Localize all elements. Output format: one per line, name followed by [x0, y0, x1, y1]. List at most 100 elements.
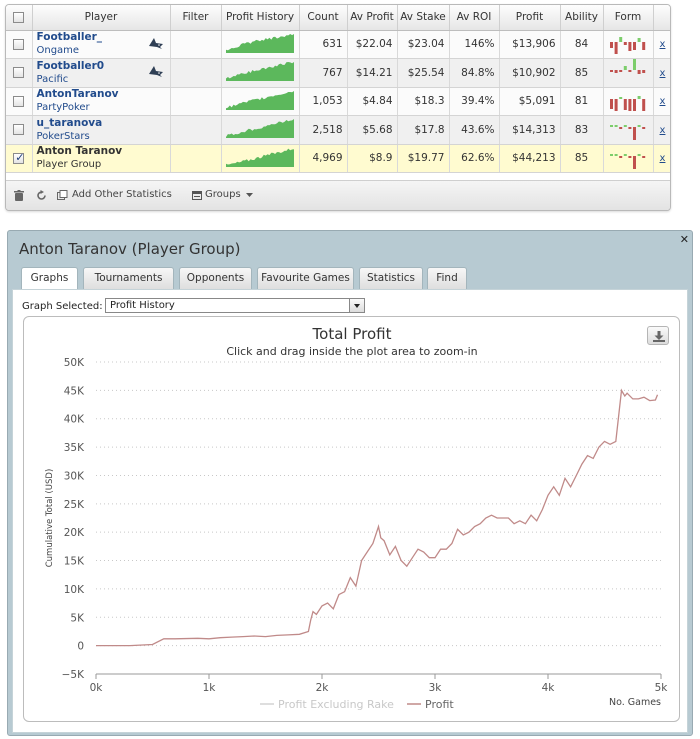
chart-container[interactable]: Total Profit Click and drag inside the pl… [23, 316, 680, 722]
player-cell[interactable]: Anton Taranov Player Group [32, 144, 171, 173]
form-bar [637, 153, 641, 156]
form-bar [614, 98, 618, 111]
chevron-down-icon[interactable] [246, 193, 253, 198]
form-bar [633, 41, 636, 50]
col-header-form[interactable]: Form [603, 5, 654, 31]
av-stake-cell: $18.3 [397, 87, 450, 116]
filter-cell[interactable] [170, 87, 222, 116]
remove-row-link[interactable]: x [659, 153, 666, 165]
col-header-ability[interactable]: Ability [560, 5, 604, 31]
graph-select-dropdown[interactable]: Profit History [105, 298, 365, 313]
filter-cell[interactable] [170, 58, 222, 88]
player-cell[interactable]: AntonTaranov PartyPoker [32, 87, 171, 116]
av-profit-cell: $8.9 [347, 144, 398, 173]
ability-cell: 85 [560, 58, 604, 88]
col-header-av-stake[interactable]: Av Stake [397, 5, 450, 31]
add-statistics-icon[interactable] [57, 190, 68, 201]
graph-select-value: Profit History [110, 300, 175, 311]
col-header-remove [653, 5, 670, 31]
y-tick-label: 5K [70, 612, 85, 624]
groups-dropdown-button[interactable]: Groups [205, 189, 241, 200]
chevron-down-icon[interactable] [349, 299, 364, 312]
remove-row-link[interactable]: x [659, 96, 666, 108]
row-select[interactable] [6, 115, 33, 145]
row-checkbox[interactable] [13, 124, 25, 136]
form-bar [637, 70, 641, 75]
profit-chart[interactable]: Total Profit Click and drag inside the pl… [24, 317, 681, 723]
form-bar [610, 125, 613, 128]
groups-icon[interactable] [192, 190, 202, 201]
col-header-profit[interactable]: Profit [499, 5, 561, 31]
av-profit-cell: $14.21 [347, 58, 398, 88]
remove-row-link[interactable]: x [659, 124, 666, 136]
tab-graphs[interactable]: Graphs [21, 267, 78, 290]
y-tick-label: −5K [62, 669, 85, 681]
filter-cell[interactable] [170, 115, 222, 145]
download-button[interactable] [647, 326, 669, 345]
refresh-icon[interactable] [36, 190, 47, 201]
count-cell: 631 [299, 30, 348, 59]
add-other-statistics-button[interactable]: Add Other Statistics [72, 189, 172, 200]
player-name[interactable]: Footballer_ [36, 31, 103, 44]
col-header-av-roi[interactable]: Av ROI [449, 5, 500, 31]
tab-tournaments[interactable]: Tournaments [83, 267, 174, 289]
remove-cell[interactable]: x [653, 58, 670, 88]
col-header-filter[interactable]: Filter [170, 5, 222, 31]
table-row[interactable]: Footballer0 Pacific 767 $14.21 $25.54 84.8% $1… [6, 58, 670, 88]
table-row[interactable]: u_taranova PokerStars 2,518 $5.68 $17.8 43.6%… [6, 115, 670, 145]
player-name[interactable]: AntonTaranov [36, 88, 119, 101]
shark-icon [148, 37, 163, 49]
row-checkbox[interactable] [13, 95, 25, 107]
filter-cell[interactable] [170, 30, 222, 59]
profit-history-cell [221, 115, 300, 145]
player-name[interactable]: Footballer0 [36, 59, 105, 72]
profit-history-cell [221, 58, 300, 88]
header-select-all[interactable] [6, 5, 33, 31]
table-row[interactable]: Footballer_ Ongame 631 $22.04 $23.04 146% $13,… [6, 30, 670, 59]
form-bar [619, 70, 623, 73]
table-row[interactable]: AntonTaranov PartyPoker 1,053 $4.84 $18.3 39.… [6, 87, 670, 116]
tab-favourite-games[interactable]: Favourite Games [257, 267, 354, 289]
trash-icon[interactable] [14, 190, 24, 201]
row-checkbox[interactable] [13, 67, 25, 79]
col-header-count[interactable]: Count [299, 5, 348, 31]
profit-history-cell [221, 87, 300, 116]
player-name[interactable]: u_taranova [36, 116, 103, 129]
form-bar [628, 155, 632, 158]
av-roi-cell: 62.6% [449, 144, 500, 173]
sparkline-area [226, 90, 294, 110]
legend-entry: Profit [425, 698, 454, 711]
graphs-tab-content: Graph Selected: Profit History Total Pro… [12, 289, 688, 733]
remove-row-link[interactable]: x [659, 39, 666, 51]
remove-row-link[interactable]: x [659, 67, 666, 79]
row-select[interactable] [6, 87, 33, 116]
player-stats-table: Player Filter Profit History Count Av Pr… [5, 4, 671, 211]
col-header-player[interactable]: Player [32, 5, 171, 31]
remove-cell[interactable]: x [653, 30, 670, 59]
col-header-av-profit[interactable]: Av Profit [347, 5, 398, 31]
count-cell: 1,053 [299, 87, 348, 116]
profit-cell: $14,313 [499, 115, 561, 145]
player-cell[interactable]: u_taranova PokerStars [32, 115, 171, 145]
close-icon[interactable]: ✕ [679, 233, 689, 246]
form-bar [628, 98, 632, 111]
tab-find[interactable]: Find [427, 267, 467, 289]
row-checkbox[interactable] [13, 151, 24, 164]
ability-cell: 85 [560, 144, 604, 173]
player-cell[interactable]: Footballer_ Ongame [32, 30, 171, 59]
select-all-checkbox[interactable] [13, 11, 25, 23]
filter-cell[interactable] [170, 144, 222, 173]
row-checkbox[interactable] [13, 38, 25, 50]
remove-cell[interactable]: x [653, 144, 670, 173]
tab-opponents[interactable]: Opponents [179, 267, 252, 289]
row-select[interactable] [6, 144, 33, 173]
col-header-profit-history[interactable]: Profit History [221, 5, 300, 31]
player-cell[interactable]: Footballer0 Pacific [32, 58, 171, 88]
remove-cell[interactable]: x [653, 87, 670, 116]
remove-cell[interactable]: x [653, 115, 670, 145]
row-select[interactable] [6, 58, 33, 88]
player-name[interactable]: Anton Taranov [36, 145, 123, 158]
row-select[interactable] [6, 30, 33, 59]
tab-statistics[interactable]: Statistics [359, 267, 423, 289]
